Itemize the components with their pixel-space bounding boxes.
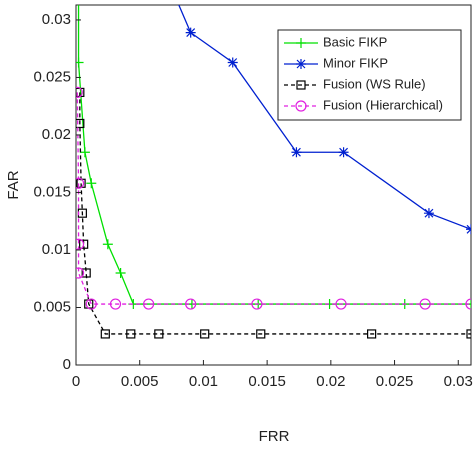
y-axis-label: FAR [5, 170, 22, 199]
marker [115, 267, 126, 278]
marker [466, 329, 471, 339]
series-line [76, 92, 471, 305]
marker [143, 298, 155, 310]
x-tick-label: 0.02 [316, 373, 345, 390]
marker [102, 239, 113, 250]
y-tick-label: 0.02 [42, 126, 71, 143]
marker [76, 177, 85, 189]
marker [76, 118, 85, 129]
marker [85, 298, 97, 310]
marker [81, 268, 91, 278]
marker [256, 329, 266, 339]
y-tick-label: 0.01 [42, 241, 71, 258]
marker [465, 298, 471, 310]
marker [109, 298, 122, 310]
x-tick-label: 0.03 [444, 373, 473, 390]
marker [251, 298, 263, 310]
y-tick-label: 0.03 [42, 11, 71, 28]
x-tick-label: 0 [72, 373, 80, 390]
marker [79, 239, 89, 249]
y-tick-label: 0 [63, 356, 71, 373]
x-axis-label: FRR [259, 428, 290, 445]
x-tick-label: 0.01 [189, 373, 218, 390]
marker [79, 147, 90, 158]
marker [335, 298, 347, 310]
marker [76, 267, 85, 279]
y-tick-label: 0.025 [33, 68, 71, 85]
legend-marker [295, 100, 307, 112]
marker [227, 57, 238, 68]
marker [419, 298, 431, 310]
marker [423, 208, 434, 219]
marker [76, 86, 83, 99]
marker [86, 178, 97, 189]
legend-box [277, 29, 462, 121]
marker [100, 329, 110, 339]
x-tick-label: 0.025 [376, 373, 414, 390]
series-line [79, 92, 471, 335]
x-tick-label: 0.005 [121, 373, 159, 390]
marker [291, 147, 302, 158]
marker [126, 329, 136, 339]
legend-marker [296, 38, 306, 48]
legend-marker [296, 59, 306, 69]
y-tick-label: 0.005 [33, 298, 71, 315]
marker [154, 329, 164, 339]
legend-label: Minor FIKP [323, 55, 388, 70]
marker [185, 27, 196, 38]
x-tick-label: 0.015 [248, 373, 286, 390]
marker [338, 147, 349, 158]
plot-area [76, 0, 471, 339]
legend-label: Fusion (WS Rule) [323, 76, 426, 91]
marker [76, 238, 85, 250]
marker [200, 329, 210, 339]
legend-label: Fusion (Hierarchical) [323, 97, 443, 112]
y-tick-label: 0.015 [33, 183, 71, 200]
marker [170, 0, 180, 2]
marker [185, 298, 197, 310]
marker [76, 57, 84, 68]
marker [367, 329, 377, 339]
legend-marker [296, 80, 306, 90]
legend-label: Basic FIKP [323, 34, 387, 49]
